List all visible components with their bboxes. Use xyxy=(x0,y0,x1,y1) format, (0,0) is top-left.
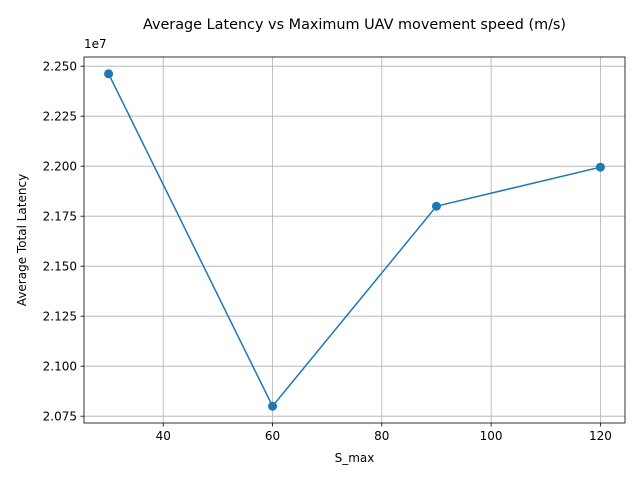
x-axis-ticks: 40 60 80 100 120 xyxy=(156,423,612,443)
data-point xyxy=(268,401,278,411)
x-axis-label: S_max xyxy=(335,451,375,465)
y-tick-label: 2.225 xyxy=(43,110,77,124)
data-point xyxy=(595,162,605,172)
grid xyxy=(84,57,625,423)
y-tick-label: 2.075 xyxy=(43,410,77,424)
x-tick-label: 120 xyxy=(589,429,612,443)
y-tick-label: 2.200 xyxy=(43,160,77,174)
data-point xyxy=(104,69,114,79)
y-tick-label: 2.100 xyxy=(43,360,77,374)
x-tick-label: 100 xyxy=(480,429,503,443)
series-line xyxy=(104,69,605,411)
x-tick-label: 80 xyxy=(374,429,389,443)
y-tick-label: 2.175 xyxy=(43,210,77,224)
y-tick-label: 2.150 xyxy=(43,260,77,274)
y-tick-label: 2.250 xyxy=(43,60,77,74)
data-point xyxy=(431,201,441,211)
chart-title: Average Latency vs Maximum UAV movement … xyxy=(143,17,566,33)
y-axis-label: Average Total Latency xyxy=(15,174,29,306)
y-axis-ticks: 2.075 2.100 2.125 2.150 2.175 2.200 2.225 2.250 xyxy=(43,60,84,424)
x-tick-label: 60 xyxy=(265,429,280,443)
plot-area-frame xyxy=(83,56,626,424)
y-axis-offset-label: 1e7 xyxy=(84,37,107,51)
data-line xyxy=(107,73,601,407)
y-tick-label: 2.125 xyxy=(43,310,77,324)
x-tick-label: 40 xyxy=(156,429,171,443)
